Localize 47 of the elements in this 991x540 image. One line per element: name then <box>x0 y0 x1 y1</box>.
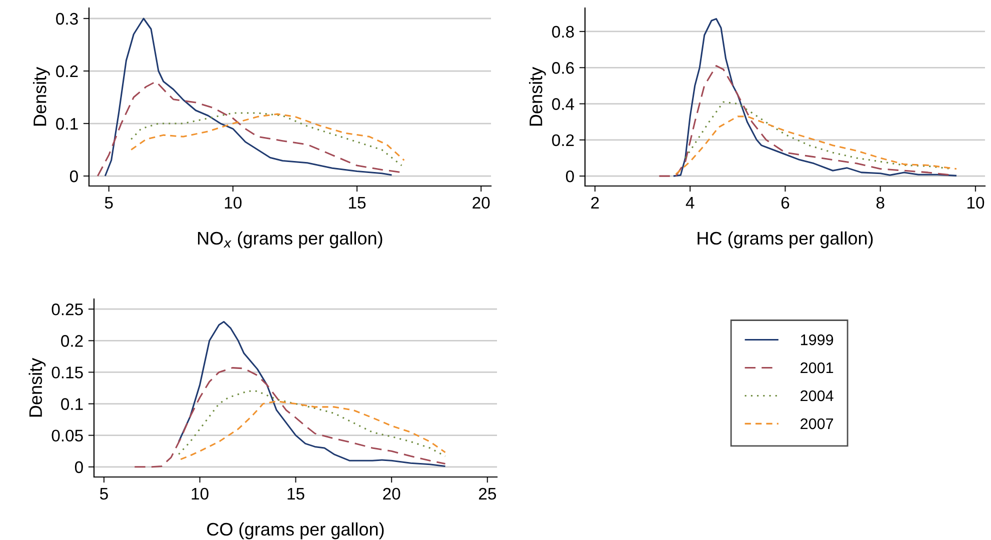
x-tick-label: 10 <box>967 196 984 209</box>
line-series <box>134 367 446 468</box>
x-tick-label: 8 <box>876 196 884 209</box>
x-tick-label: 20 <box>472 196 490 209</box>
y-tick-label: 0.2 <box>61 335 83 347</box>
line-series <box>96 80 402 177</box>
x-tick-label: 5 <box>104 197 113 209</box>
y-tick-label: 0.8 <box>552 26 574 38</box>
x-axis-title: NO$_{x}$ (grams per gallon) <box>198 231 382 248</box>
x-tick-label: 6 <box>781 196 790 209</box>
x-axis-title: CO (grams per gallon) <box>207 522 384 540</box>
line-series <box>675 116 958 176</box>
line-series <box>104 18 393 177</box>
y-tick-label: 0.1 <box>56 118 78 130</box>
x-tick-label: 15 <box>349 197 366 209</box>
x-tick-label: 5 <box>100 488 108 500</box>
y-axis-title: Density <box>529 66 546 126</box>
legend-label: 1999 <box>800 334 834 346</box>
y-tick-label: 0 <box>566 170 574 182</box>
y-tick-label: 0.25 <box>52 304 83 316</box>
line-series <box>178 390 446 457</box>
x-tick-label: 2 <box>591 196 599 208</box>
x-tick-label: 4 <box>686 197 694 208</box>
y-tick-label: 0.4 <box>552 98 574 110</box>
line-series <box>180 400 446 460</box>
y-tick-label: 0 <box>70 170 78 182</box>
legend-label: 2001 <box>800 362 834 374</box>
y-tick-label: 0.05 <box>52 430 83 442</box>
x-tick-label: 10 <box>192 488 208 500</box>
legend-label: 2004 <box>800 390 834 402</box>
y-tick-label: 0.2 <box>552 134 574 146</box>
line-series <box>178 320 446 468</box>
y-tick-label: 0.6 <box>552 62 574 74</box>
x-tick-label: 20 <box>383 488 400 500</box>
line-series <box>672 18 958 177</box>
y-tick-label: 0.3 <box>56 12 78 25</box>
y-tick-label: 0.1 <box>61 398 83 410</box>
y-tick-label: 0 <box>74 461 83 474</box>
x-axis-title: HC (grams per gallon) <box>698 231 873 248</box>
x-tick-label: 10 <box>224 196 242 209</box>
y-tick-label: 0.15 <box>52 366 83 378</box>
x-tick-label: 25 <box>478 488 496 500</box>
y-tick-label: 0.2 <box>56 65 78 78</box>
y-axis-title: Density <box>33 66 50 126</box>
x-tick-label: 15 <box>288 488 304 500</box>
y-axis-title: Density <box>28 358 46 417</box>
legend-label: 2007 <box>800 418 834 430</box>
